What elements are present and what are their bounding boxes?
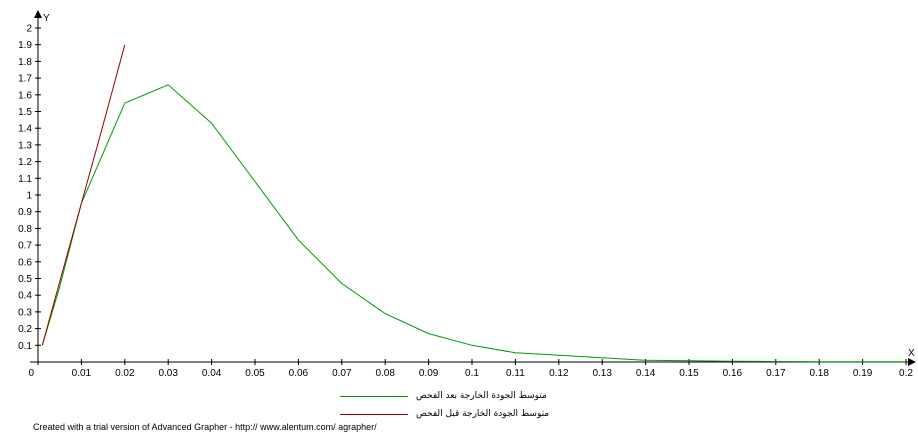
x-tick-label: 0.03 [158, 368, 178, 379]
x-tick-label: 0.2 [899, 368, 913, 379]
y-tick-label: 1.9 [18, 40, 32, 51]
trial-footer-text: Created with a trial version of Advanced… [33, 422, 377, 432]
y-axis-arrow-icon [34, 10, 42, 18]
y-tick-label: 0.2 [18, 324, 32, 335]
x-axis-letter: X [908, 348, 915, 359]
x-tick-label: 0.07 [332, 368, 352, 379]
y-tick-label: 0.7 [18, 241, 32, 252]
legend-label-after: متوسط الجودة الخارجة بعد الفحص [416, 391, 547, 401]
series-line-after [41, 84, 906, 363]
y-tick-label: 1.5 [18, 107, 32, 118]
x-tick-label: 0.04 [202, 368, 222, 379]
y-tick-label: 1.8 [18, 57, 32, 68]
y-axis-letter: Y [43, 13, 50, 24]
x-tick-label: 0 [28, 368, 34, 379]
x-tick-label: 0.1 [465, 368, 479, 379]
x-tick-label: 0.14 [636, 368, 656, 379]
x-tick-label: 0.05 [245, 368, 265, 379]
x-tick-label: 0.06 [289, 368, 309, 379]
y-tick-label: 1.6 [18, 90, 32, 101]
legend-swatch-before [340, 413, 408, 415]
x-ticks: 0 0.01 0.02 0.03 0.04 0.05 0.06 0.07 0.08 0.09 0.1… [28, 359, 913, 379]
y-ticks: 0.1 0.2 0.3 0.4 0.5 0.6 0.7 0.8 0.9 1 1.1 1.2 1.3 1.4… [18, 24, 41, 352]
x-tick-label: 0.12 [549, 368, 569, 379]
x-tick-label: 0.09 [419, 368, 439, 379]
axes: Y X [30, 10, 916, 366]
x-tick-label: 0.13 [592, 368, 612, 379]
x-tick-label: 0.17 [766, 368, 786, 379]
legend-label-before: متوسط الجودة الخارجة قبل الفحص [416, 409, 550, 419]
y-tick-label: 1 [26, 191, 32, 202]
legend-item: متوسط الجودة الخارجة بعد الفحص [340, 387, 549, 405]
series-line-before [41, 44, 126, 346]
y-tick-label: 1.1 [18, 174, 32, 185]
y-tick-label: 1.7 [18, 74, 32, 85]
legend: متوسط الجودة الخارجة بعد الفحص متوسط الج… [340, 387, 549, 423]
y-tick-label: 1.4 [18, 124, 32, 135]
x-tick-label: 0.15 [679, 368, 699, 379]
y-tick-label: 0.5 [18, 274, 32, 285]
x-tick-label: 0.11 [506, 368, 525, 379]
x-tick-label: 0.08 [375, 368, 395, 379]
x-axis-arrow-icon [908, 358, 916, 366]
x-tick-label: 0.16 [723, 368, 743, 379]
y-tick-label: 0.1 [18, 341, 32, 352]
x-tick-label: 0.01 [72, 368, 92, 379]
y-tick-label: 0.6 [18, 257, 32, 268]
y-tick-label: 1.3 [18, 140, 32, 151]
y-tick-label: 0.9 [18, 207, 32, 218]
x-tick-label: 0.18 [809, 368, 829, 379]
x-tick-label: 0.19 [853, 368, 873, 379]
legend-swatch-after [340, 395, 408, 397]
x-tick-label: 0.02 [115, 368, 135, 379]
y-tick-label: 0.8 [18, 224, 32, 235]
y-tick-label: 1.2 [18, 157, 32, 168]
y-tick-label: 0.3 [18, 307, 32, 318]
y-tick-label: 0.4 [18, 291, 32, 302]
y-tick-label: 2 [26, 24, 32, 35]
legend-item: متوسط الجودة الخارجة قبل الفحص [340, 405, 549, 423]
series-layer [41, 44, 906, 363]
